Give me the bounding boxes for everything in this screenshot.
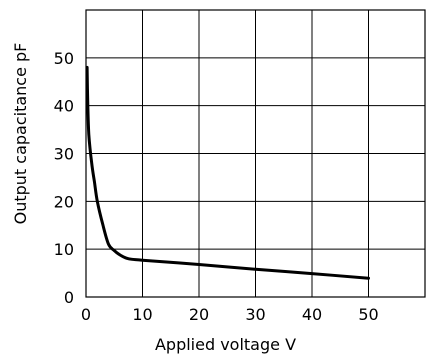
- plot-frame: [85, 9, 426, 298]
- y-tick-label: 20: [54, 192, 74, 211]
- x-tick-label: 30: [245, 305, 265, 324]
- y-tick-label: 30: [54, 145, 74, 164]
- x-tick-label: 0: [81, 305, 91, 324]
- y-tick-label: 10: [54, 240, 74, 259]
- series-line: [85, 65, 370, 280]
- tick-labels: 0 10 20 30 40 50 0 10 20 30 40 50: [54, 49, 379, 324]
- y-tick-label: 50: [54, 49, 74, 68]
- x-tick-label: 10: [132, 305, 152, 324]
- x-tick-label: 20: [189, 305, 209, 324]
- x-tick-label: 40: [302, 305, 322, 324]
- x-axis-label: Applied voltage V: [155, 335, 296, 354]
- grid: [85, 10, 425, 298]
- y-axis-label: Output capacitance pF: [11, 43, 30, 225]
- y-tick-label: 0: [64, 288, 74, 307]
- x-tick-label: 50: [358, 305, 378, 324]
- y-tick-label: 40: [54, 97, 74, 116]
